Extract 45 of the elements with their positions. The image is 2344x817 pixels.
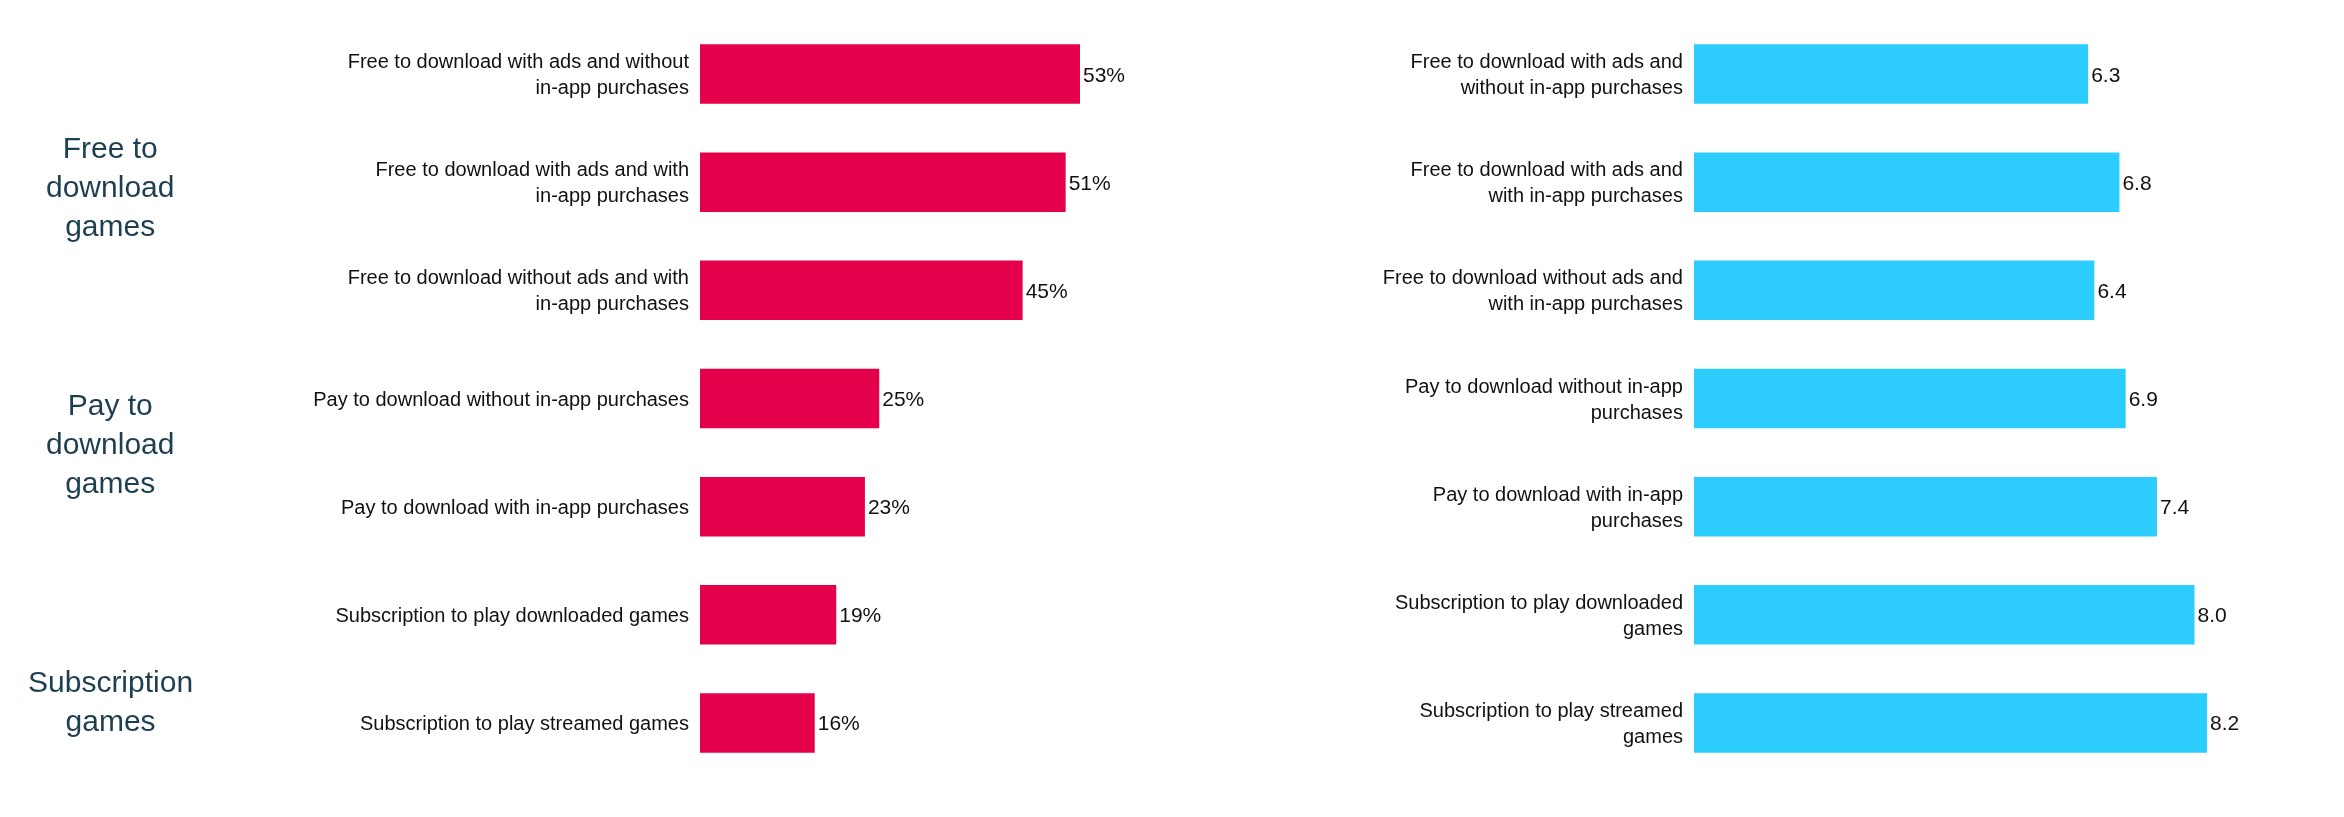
- bar: [700, 260, 1023, 321]
- bar: [1694, 260, 2095, 321]
- bar: [700, 693, 815, 753]
- bar: [700, 585, 837, 645]
- data-label: 7.4: [2159, 495, 2190, 519]
- data-label: 45%: [1025, 278, 1068, 302]
- y-tick-label: Pay to download without in-app purchases: [1405, 374, 1683, 423]
- data-label: 16%: [817, 711, 860, 735]
- data-label: 6.8: [2122, 170, 2152, 194]
- y-tick-label: Pay to download with in-app purchases: [1432, 482, 1683, 531]
- data-label: 23%: [867, 495, 910, 519]
- data-label: 6.9: [2128, 387, 2158, 410]
- text: Pay to download games: [46, 388, 175, 499]
- y-tick-label: Pay to download with in-app purchases: [341, 495, 689, 518]
- y-tick-label: Free to download with ads and with in-app purchases: [375, 158, 689, 207]
- data-label: 6.4: [2097, 278, 2127, 302]
- y-tick-label: Free to download without ads and with in-app purchases: [347, 266, 689, 315]
- data-label: 51%: [1068, 170, 1111, 194]
- y-tick-label: Free to download with ads and with in-app purchases: [1410, 158, 1683, 207]
- y-tick-label: Subscription to play downloaded games: [335, 603, 689, 626]
- data-label: 19%: [839, 603, 882, 627]
- data-label: 8.2: [2210, 711, 2240, 735]
- bar: [1694, 476, 2157, 537]
- bar: [1694, 44, 2089, 104]
- bar: [700, 368, 880, 429]
- bar: [700, 44, 1080, 104]
- bar: [700, 152, 1066, 212]
- bar: [1694, 585, 2195, 645]
- bar: [1694, 368, 2126, 429]
- y-tick-label: Subscription to play downloaded games: [1395, 590, 1683, 639]
- data-label: 53%: [1083, 62, 1126, 86]
- y-tick-label: Free to download with ads and without in-app purchases: [1410, 50, 1683, 99]
- y-tick-label: Subscription to play streamed games: [359, 711, 689, 734]
- y-tick-label: Pay to download without in-app purchases: [313, 387, 689, 410]
- bar: [1694, 693, 2207, 753]
- y-tick-label: Free to download with ads and without in-app purchases: [347, 50, 690, 99]
- y-tick-label: Free to download without ads and with in-app purchases: [1382, 266, 1683, 315]
- bar: [700, 476, 865, 537]
- data-label: 25%: [882, 387, 925, 410]
- y-tick-label: Subscription to play streamed games: [1419, 698, 1683, 747]
- bar: [1694, 152, 2120, 212]
- data-label: 6.3: [2091, 62, 2121, 86]
- data-label: 8.0: [2197, 603, 2227, 627]
- text: Free to download games: [46, 131, 175, 242]
- text: Subscription games: [28, 665, 194, 737]
